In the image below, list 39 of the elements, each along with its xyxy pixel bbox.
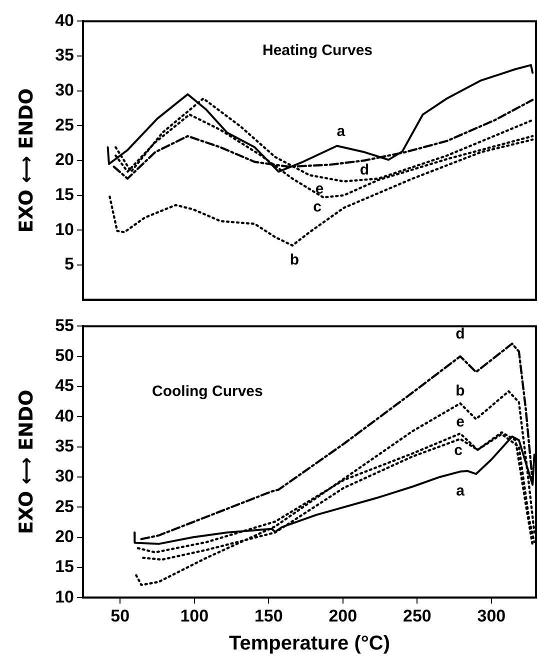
series-label: c xyxy=(454,442,462,460)
y-tick-label: 25 xyxy=(55,115,74,134)
y-tick-label: 30 xyxy=(55,466,74,486)
y-tick-label: 20 xyxy=(55,526,74,546)
x-axis-title: Temperature (°C) xyxy=(229,632,390,655)
y-tick-label: 20 xyxy=(55,150,74,170)
y-tick-label: 25 xyxy=(55,496,74,516)
x-tick-label: 250 xyxy=(402,606,432,626)
y-tick-label: 15 xyxy=(55,557,74,576)
text: Cooling Curves xyxy=(152,382,263,400)
y-tick-label: 15 xyxy=(55,185,74,204)
x-tick-label: 150 xyxy=(254,606,283,626)
y-axis-title: EXO ⟷ ENDO xyxy=(15,88,38,233)
y-tick-label: 35 xyxy=(55,436,74,456)
y-tick-label: 40 xyxy=(55,406,74,426)
series-label: b xyxy=(456,382,465,400)
series-label: e xyxy=(456,414,464,431)
y-tick-label: 35 xyxy=(55,46,74,65)
x-tick-label: 50 xyxy=(110,606,130,626)
series-label: d xyxy=(360,162,370,179)
y-tick-label: 30 xyxy=(55,80,74,100)
y-tick-label: 10 xyxy=(55,587,74,606)
y-axis-title: EXO ⟷ ENDO xyxy=(15,390,38,534)
series-label: a xyxy=(456,482,466,500)
y-tick-label: 50 xyxy=(55,346,74,366)
x-tick-label: 100 xyxy=(180,606,209,626)
x-tick-label: 300 xyxy=(477,606,506,626)
y-tick-label: 55 xyxy=(55,316,74,335)
series-label: d xyxy=(456,325,465,342)
y-tick-label: 40 xyxy=(55,10,74,30)
y-tick-label: 45 xyxy=(55,376,74,396)
series-label: c xyxy=(313,198,322,216)
x-tick-label: 200 xyxy=(328,606,358,626)
series-label: b xyxy=(290,252,300,269)
series-label: e xyxy=(315,180,324,198)
y-tick-label: 5 xyxy=(64,254,74,274)
text: Heating Curves xyxy=(262,42,373,59)
series-label: a xyxy=(336,123,346,140)
y-tick-label: 10 xyxy=(55,220,74,239)
